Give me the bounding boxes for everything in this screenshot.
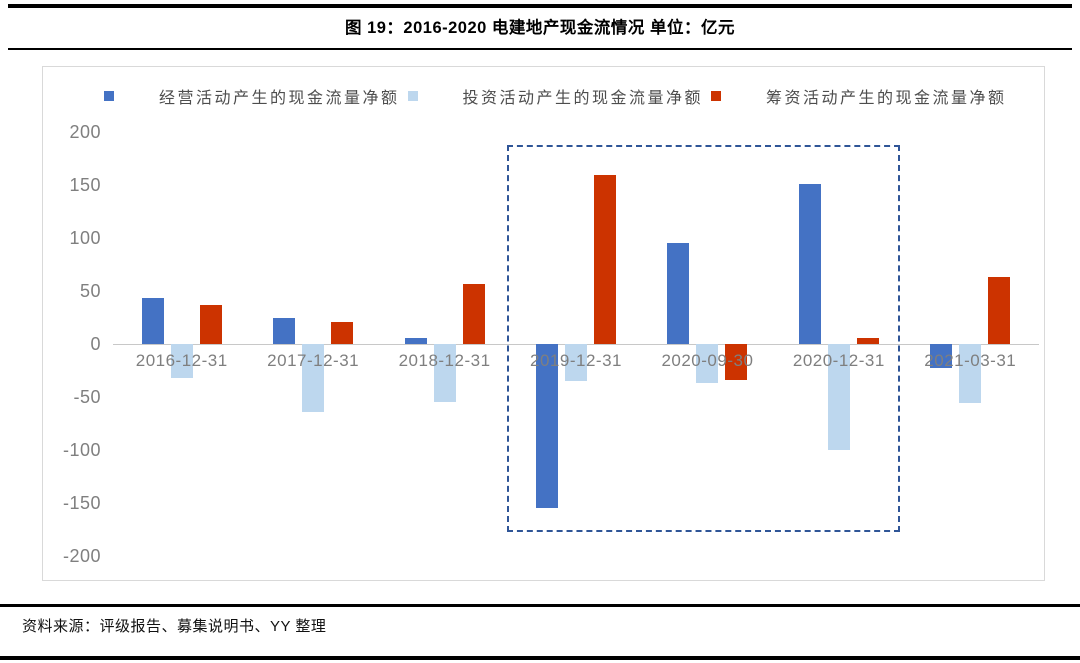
bar-series0-2020-09-30 [667, 243, 690, 344]
legend-item-operating-cashflow: 经营活动产生的现金流量净额 [104, 84, 400, 108]
legend-marker-financing-icon [711, 91, 722, 101]
y-axis-tick-label: -100 [62, 440, 101, 460]
x-axis-category-label: 2020-12-31 [792, 351, 885, 370]
legend-item-financing-cashflow: 筹资活动产生的现金流量净额 [711, 84, 1007, 108]
legend-marker-investing-icon [407, 91, 418, 101]
bar-series1-2021-03-31 [959, 344, 982, 404]
y-axis-tick-label: 50 [79, 281, 101, 301]
source-top-divider [0, 604, 1080, 607]
bar-series2-2020-09-30 [725, 344, 748, 381]
highlight-dashed-box [507, 144, 900, 533]
bar-series1-2019-12-31 [565, 344, 587, 382]
y-axis-tick-label: -200 [62, 546, 101, 566]
legend-label-investing: 投资活动产生的现金流量净额 [462, 88, 704, 107]
bar-series0-2016-12-31 [141, 298, 164, 344]
y-axis-tick-label: 100 [69, 228, 101, 248]
x-axis-category-label: 2021-03-31 [924, 351, 1017, 370]
bar-series2-2021-03-31 [988, 277, 1011, 344]
y-axis-tick-label: -50 [73, 387, 101, 407]
bar-series1-2018-12-31 [433, 344, 456, 403]
bottom-divider [0, 656, 1080, 660]
bar-series2-2019-12-31 [594, 175, 616, 344]
y-axis-tick-label: 0 [90, 334, 101, 354]
legend-marker-operating-icon [104, 91, 114, 101]
bar-series1-2020-12-31 [827, 344, 850, 450]
x-axis-category-label: 2017-12-31 [267, 351, 360, 370]
bar-series0-2020-12-31 [798, 183, 821, 344]
chart-container: 经营活动产生的现金流量净额 投资活动产生的现金流量净额 筹资活动产生的现金流量净… [42, 66, 1045, 581]
x-axis-category-label: 2019-12-31 [530, 351, 622, 370]
x-axis-category-label: 2020-09-30 [661, 351, 754, 370]
x-axis-category-label: 2018-12-31 [398, 351, 491, 370]
source-note: 资料来源：评级报告、募集说明书、YY 整理 [22, 618, 327, 635]
bar-series1-2017-12-31 [302, 344, 325, 412]
bar-series2-2020-12-31 [856, 337, 879, 344]
y-axis-tick-label: 200 [69, 122, 101, 142]
legend-label-financing: 筹资活动产生的现金流量净额 [766, 88, 1007, 107]
x-axis-category-label: 2016-12-31 [135, 351, 228, 370]
y-axis-tick-label: -150 [62, 493, 101, 513]
bar-series0-2021-03-31 [930, 344, 953, 369]
y-axis-tick-label: 150 [69, 175, 101, 195]
title-divider [8, 48, 1072, 50]
bar-series1-2016-12-31 [170, 344, 193, 378]
bar-series2-2018-12-31 [462, 283, 485, 344]
bar-series2-2016-12-31 [199, 304, 222, 344]
bar-series0-2018-12-31 [404, 337, 427, 344]
legend-item-investing-cashflow: 投资活动产生的现金流量净额 [407, 84, 704, 108]
chart-legend: 经营活动产生的现金流量净额 投资活动产生的现金流量净额 筹资活动产生的现金流量净… [104, 84, 1015, 108]
plot-area: 2016-12-31 2017-12-31 2018-12-31 2019-12-31… [113, 132, 1039, 556]
bar-series2-2017-12-31 [331, 321, 354, 344]
figure-title: 图 19：2016-2020 电建地产现金流情况 单位：亿元 [344, 19, 735, 37]
legend-label-operating: 经营活动产生的现金流量净额 [159, 88, 400, 107]
bar-series0-2017-12-31 [273, 317, 296, 344]
bar-series1-2020-09-30 [696, 344, 719, 384]
top-divider [8, 4, 1072, 8]
bar-series0-2019-12-31 [536, 344, 558, 509]
